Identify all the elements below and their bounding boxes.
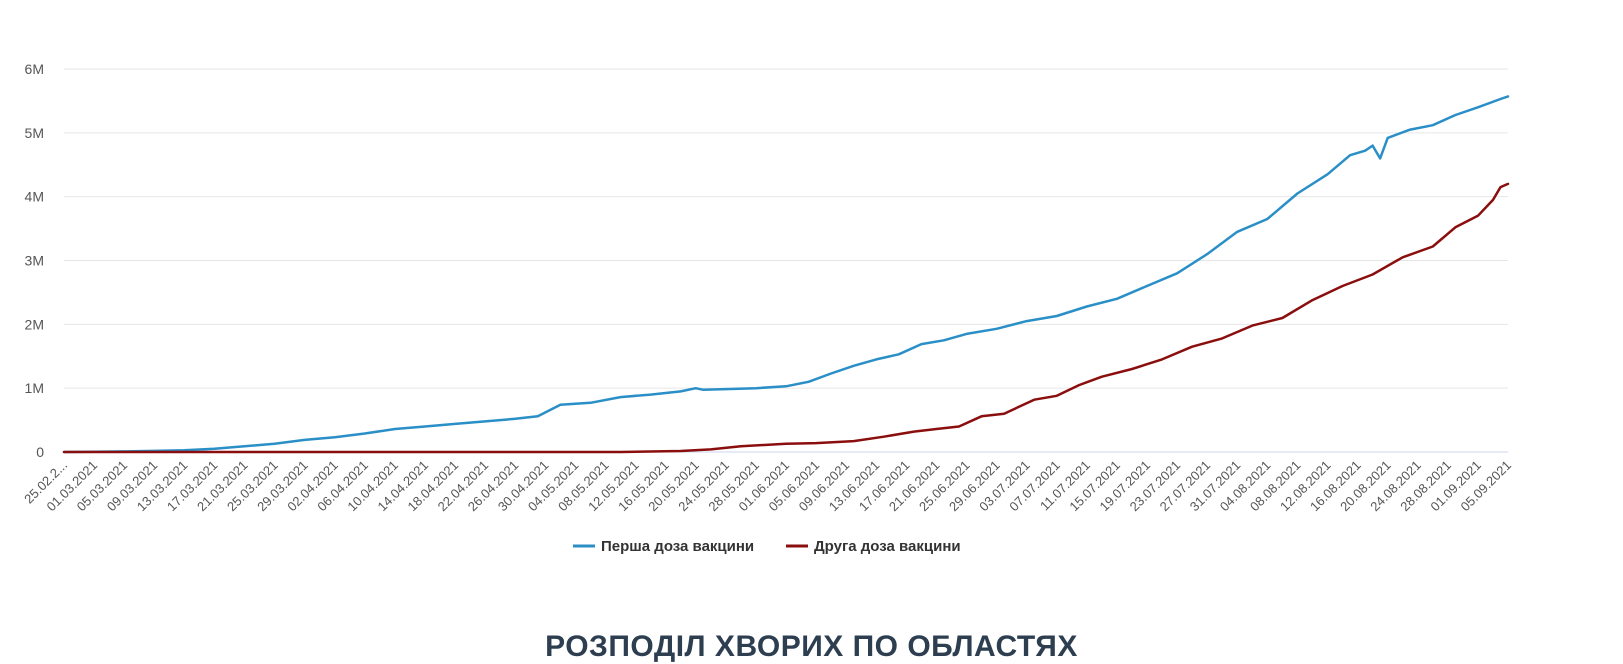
grid-lines: [64, 68, 1508, 453]
legend[interactable]: Перша доза вакцини Друга доза вакцини: [573, 538, 961, 555]
y-tick-label: 6M: [25, 61, 44, 77]
legend-item-second-dose[interactable]: Друга доза вакцини: [786, 538, 961, 555]
y-tick-label: 0: [36, 444, 44, 460]
y-tick-label: 2M: [25, 316, 44, 332]
legend-label: Перша доза вакцини: [601, 538, 754, 555]
y-tick-label: 4M: [25, 189, 44, 205]
legend-label: Друга доза вакцини: [814, 538, 961, 555]
legend-item-first-dose[interactable]: Перша доза вакцини: [573, 538, 754, 555]
y-tick-label: 1M: [25, 380, 44, 396]
series-lines: [62, 95, 1510, 454]
series-line-first-dose[interactable]: [62, 95, 1510, 454]
y-axis-labels: 0 1M 2M 3M 4M 5M 6M: [25, 61, 45, 460]
section-title: РОЗПОДІЛ ХВОРИХ ПО ОБЛАСТЯХ: [545, 630, 1078, 663]
y-tick-label: 5M: [25, 125, 44, 141]
x-axis-labels: 25.02.2...01.03.202105.03.202109.03.2021…: [21, 458, 1514, 515]
series-line-second-dose[interactable]: [62, 182, 1510, 454]
y-tick-label: 3M: [25, 253, 44, 269]
